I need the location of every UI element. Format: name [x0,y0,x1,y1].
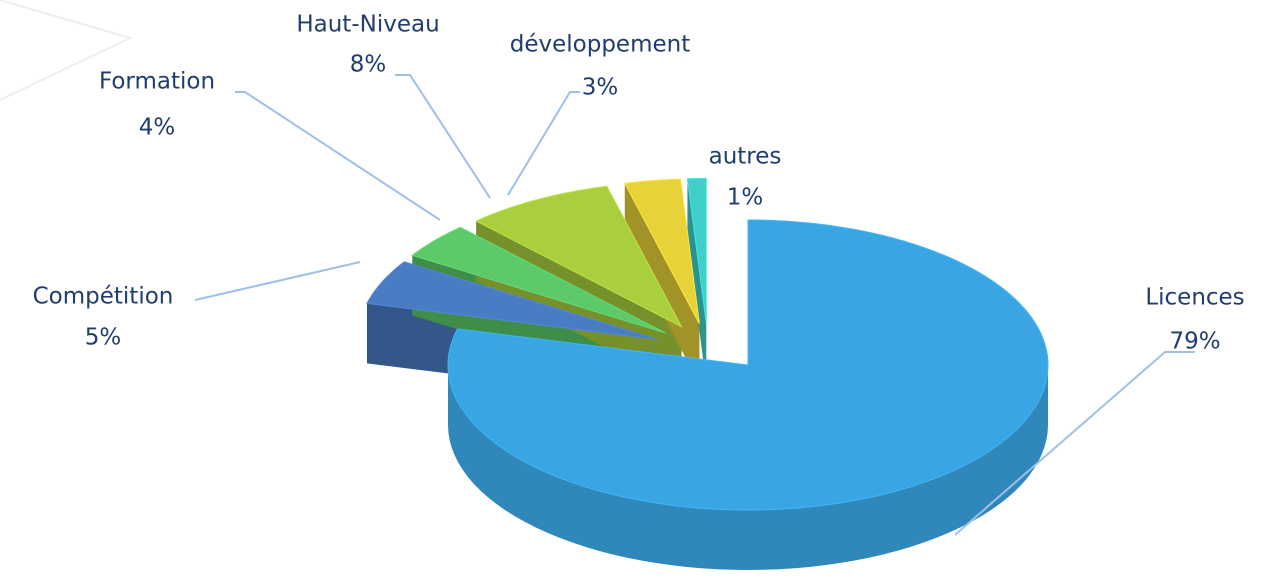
slice [686,177,707,324]
category-label: Compétition [33,284,174,310]
slice [624,178,700,324]
value-label: 8% [350,52,387,78]
value-label: 1% [727,185,764,211]
value-label: 4% [139,115,176,141]
category-label: Haut-Niveau [296,12,439,38]
category-label: développement [510,32,690,58]
value-label: 79% [1169,329,1220,355]
slice-wall [448,365,1048,570]
value-label: 3% [582,75,619,101]
slice [474,185,683,328]
leader-line [235,91,441,221]
slice [366,261,658,340]
category-label: Licences [1145,285,1244,311]
pie [366,177,1049,570]
leader-line [954,351,1195,536]
slice [447,219,1049,511]
leader-line [395,74,491,199]
category-label: autres [709,144,782,170]
decoration [0,0,133,101]
slice-side [687,178,707,384]
leader-line [194,261,361,301]
category-label: Formation [99,69,215,95]
labels: Licences 79% Compétition 5% Formation 4% Haut-… [33,12,1245,355]
value-label: 5% [85,325,122,351]
slice-side [624,183,700,384]
slice [411,226,666,334]
leader-line [507,91,580,196]
